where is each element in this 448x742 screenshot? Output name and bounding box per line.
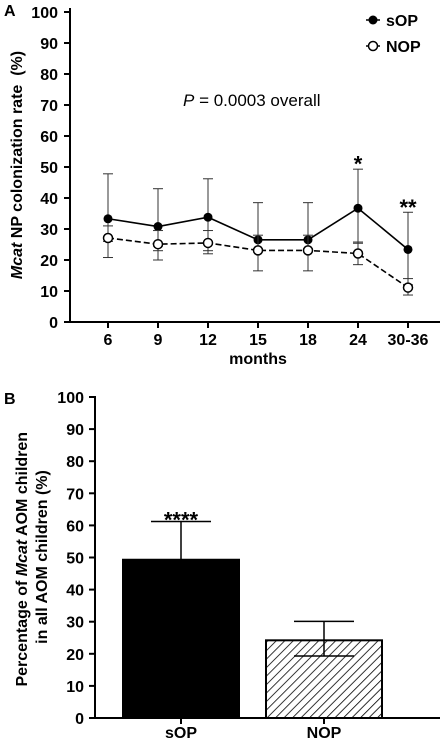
y-tick-label: 10 bbox=[66, 679, 84, 696]
panel-b-label: B bbox=[4, 391, 16, 408]
legend-item-nop: NOP bbox=[366, 39, 421, 56]
y-tick-label: 30 bbox=[66, 615, 84, 632]
panel-a-p-value-annotation: P = 0.0003 overall bbox=[183, 91, 321, 110]
panel-b-y-ticks: 0 10 20 30 40 50 60 70 80 90 100 bbox=[57, 390, 95, 728]
y-tick-label: 80 bbox=[40, 67, 58, 84]
x-tick-label-24: 24 bbox=[349, 332, 367, 349]
y-tick-label: 0 bbox=[75, 711, 84, 728]
panel-a-x-axis-title: months bbox=[229, 351, 287, 368]
panel-a-y-ticks: 0 10 20 30 40 50 60 70 80 90 100 bbox=[31, 5, 70, 332]
legend-sop-label: sOP bbox=[386, 13, 418, 30]
panel-a-x-axis: 6 9 12 15 18 24 30-36 months bbox=[70, 321, 440, 368]
x-tick-label-12: 12 bbox=[199, 332, 217, 349]
y-tick-label: 0 bbox=[49, 315, 58, 332]
panel-b-y-axis: 0 10 20 30 40 50 60 70 80 90 100 bbox=[57, 390, 96, 728]
data-point-sop bbox=[353, 203, 363, 213]
panel-a: A 0 10 20 30 40 50 60 70 80 90 100 6 9 12 15 18 24 30-36… bbox=[4, 3, 440, 368]
panel-b-x-ticks: sOP NOP bbox=[165, 718, 342, 742]
data-point-nop bbox=[202, 237, 214, 249]
legend-sop-marker bbox=[368, 15, 378, 25]
x-tick-label-9: 9 bbox=[154, 332, 163, 349]
significance-marker: **** bbox=[164, 508, 199, 533]
error-bar-sop bbox=[151, 520, 211, 560]
data-point-sop bbox=[103, 214, 113, 224]
x-tick-label-sop: sOP bbox=[165, 725, 197, 742]
panel-a-x-ticks: 6 9 12 15 18 24 30-36 bbox=[104, 322, 429, 349]
x-tick-label-15: 15 bbox=[249, 332, 267, 349]
y-tick-label: 80 bbox=[66, 454, 84, 471]
panel-a-legend: sOP NOP bbox=[366, 13, 421, 56]
y-tick-label: 70 bbox=[40, 98, 58, 115]
panel-a-label: A bbox=[4, 3, 16, 20]
y-tick-label: 100 bbox=[31, 5, 58, 22]
panel-b: B 0 10 20 30 40 50 60 70 80 90 100 sOP NOP Percenta… bbox=[4, 390, 440, 742]
data-point-sop bbox=[203, 212, 213, 222]
panel-a-y-axis-title: Mcat NP colonization rate (%) bbox=[9, 51, 26, 279]
x-tick-label-nop: NOP bbox=[307, 725, 342, 742]
y-tick-label: 20 bbox=[66, 647, 84, 664]
y-tick-label: 90 bbox=[40, 36, 58, 53]
panel-a-y-axis: 0 10 20 30 40 50 60 70 80 90 100 bbox=[31, 5, 71, 332]
panel-b-plot-area: **** bbox=[122, 508, 383, 720]
x-tick-label-18: 18 bbox=[299, 332, 317, 349]
significance-marker: ** bbox=[399, 195, 417, 220]
data-point-nop bbox=[152, 238, 164, 250]
y-tick-label: 50 bbox=[40, 160, 58, 177]
data-point-nop bbox=[402, 282, 414, 293]
y-tick-label: 90 bbox=[66, 422, 84, 439]
y-tick-label: 20 bbox=[40, 253, 58, 270]
y-tick-label: 60 bbox=[40, 129, 58, 146]
y-tick-label: 40 bbox=[66, 583, 84, 600]
data-point-nop bbox=[352, 248, 364, 259]
y-tick-label: 40 bbox=[40, 191, 58, 208]
x-tick-label-30-36: 30-36 bbox=[388, 332, 429, 349]
y-tick-label: 50 bbox=[66, 551, 84, 568]
panel-b-x-axis: sOP NOP bbox=[95, 717, 440, 742]
data-point-sop bbox=[403, 244, 413, 254]
x-tick-label-6: 6 bbox=[104, 332, 113, 349]
legend-nop-marker bbox=[367, 40, 379, 52]
panel-a-plot-area: *** bbox=[102, 152, 417, 296]
legend-item-sop: sOP bbox=[366, 13, 418, 30]
data-point-sop bbox=[153, 222, 163, 232]
panel-b-y-axis-title: Percentage of Mcat AOM children in all A… bbox=[14, 427, 51, 686]
data-point-nop bbox=[252, 245, 264, 256]
y-tick-label: 70 bbox=[66, 486, 84, 503]
y-tick-label: 60 bbox=[66, 518, 84, 535]
y-tick-label: 10 bbox=[40, 284, 58, 301]
y-tick-label: 100 bbox=[57, 390, 84, 407]
legend-nop-label: NOP bbox=[386, 39, 421, 56]
data-point-nop bbox=[102, 232, 114, 244]
series-nop bbox=[102, 225, 414, 296]
y-tick-label: 30 bbox=[40, 222, 58, 239]
data-point-nop bbox=[302, 245, 314, 256]
significance-marker: * bbox=[354, 152, 363, 177]
bar-sop bbox=[122, 558, 240, 720]
